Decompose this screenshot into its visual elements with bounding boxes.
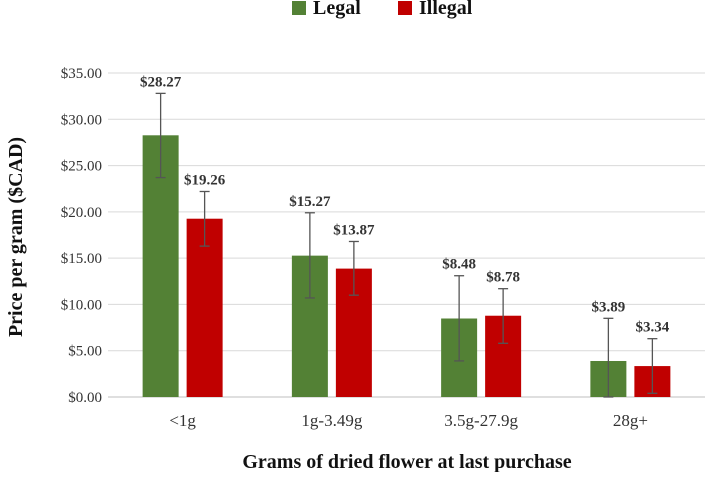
x-tick-label: <1g xyxy=(169,411,196,430)
y-tick-label: $30.00 xyxy=(61,112,102,128)
bars xyxy=(142,135,671,397)
data-label: $28.27 xyxy=(140,74,182,90)
legend-label-illegal: Illegal xyxy=(419,0,473,19)
data-labels: $28.27 $19.26 $15.27$13.87 $8.48 $8.78 $3.89 $… xyxy=(140,74,670,335)
x-tick-label: 1g-3.49g xyxy=(301,411,362,430)
y-tick-label: $0.00 xyxy=(68,390,102,406)
data-label: $19.26 xyxy=(184,172,226,188)
y-tick-label: $5.00 xyxy=(68,344,102,360)
data-label: $3.34 xyxy=(636,320,670,336)
error-bars xyxy=(155,92,658,398)
y-tick-label: $15.00 xyxy=(61,251,102,267)
data-label: $8.48 xyxy=(442,257,476,273)
data-label: $8.78 xyxy=(486,270,520,286)
x-axis-ticks: <1g 1g-3.49g 3.5g-27.9g 28g+ xyxy=(169,411,648,430)
legend: Legal Illegal xyxy=(292,0,473,19)
y-axis-title: Price per gram ($CAD) xyxy=(5,137,27,337)
x-axis-title: Grams of dried flower at last purchase xyxy=(242,451,571,472)
x-tick-label: 3.5g-27.9g xyxy=(444,411,518,430)
y-tick-label: $35.00 xyxy=(61,66,102,82)
legend-label-legal: Legal xyxy=(313,0,361,19)
y-axis-ticks: $0.00 $5.00 $10.00 $15.00 $20.00 $25.00 $30.00… xyxy=(61,66,102,406)
y-tick-label: $20.00 xyxy=(61,205,102,221)
y-tick-label: $10.00 xyxy=(61,297,102,313)
data-label: $15.27 xyxy=(289,194,331,210)
x-tick-label: 28g+ xyxy=(613,411,648,430)
data-label: $13.87 xyxy=(333,222,375,238)
legend-swatch-legal xyxy=(292,1,306,15)
bar-legal xyxy=(142,135,179,397)
data-label: $3.89 xyxy=(592,299,626,315)
y-tick-label: $25.00 xyxy=(61,159,102,175)
bar-illegal xyxy=(186,218,223,397)
legend-swatch-illegal xyxy=(398,1,412,15)
